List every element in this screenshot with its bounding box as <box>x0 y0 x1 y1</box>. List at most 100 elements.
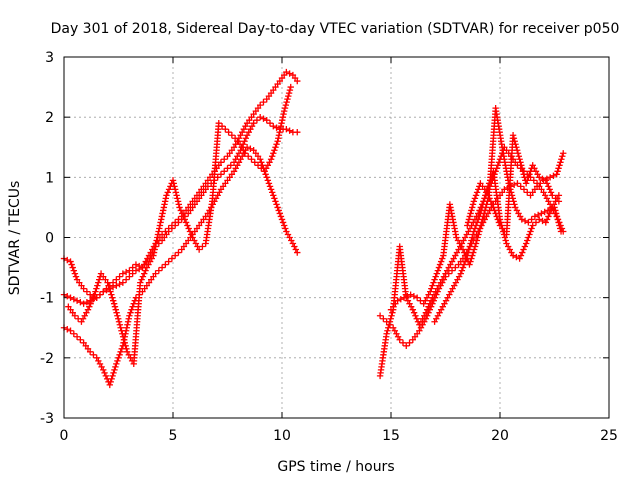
series-sat-b <box>60 113 301 307</box>
data-point <box>267 156 275 163</box>
data-point-interp <box>107 378 114 386</box>
data-point-interp <box>95 279 102 286</box>
data-point <box>483 189 491 196</box>
data-point-interp <box>251 159 258 166</box>
data-point-interp <box>426 300 434 307</box>
y-tick-label: 0 <box>45 231 54 247</box>
data-point-interp <box>185 225 192 232</box>
data-point-interp <box>156 225 163 232</box>
data-point-interp <box>541 208 548 216</box>
data-point-interp <box>123 324 130 331</box>
data-point <box>222 126 229 133</box>
data-point-interp <box>555 165 562 172</box>
data-point-interp <box>94 282 101 289</box>
data-point-interp <box>412 312 419 319</box>
data-point-interp <box>467 240 474 247</box>
series-sat-i <box>464 132 563 238</box>
data-point-interp <box>155 228 162 235</box>
data-point <box>110 300 118 307</box>
data-point-interp <box>273 201 280 208</box>
data-point-interp <box>64 326 71 333</box>
data-point-interp <box>466 213 473 220</box>
data-point-interp <box>105 282 112 289</box>
data-point-interp <box>279 113 287 121</box>
data-point-interp <box>92 288 99 295</box>
y-tick-label: -2 <box>40 351 54 367</box>
data-point-interp <box>518 162 525 169</box>
data-point-interp <box>171 183 178 190</box>
x-tick-label: 15 <box>382 428 400 444</box>
data-point <box>525 219 532 226</box>
data-point <box>113 282 120 289</box>
data-point-interp <box>423 306 431 313</box>
data-point <box>403 342 410 349</box>
data-point-interp <box>427 297 435 304</box>
data-point <box>152 270 159 277</box>
data-point <box>263 174 270 181</box>
data-point-interp <box>157 219 164 226</box>
data-point-interp <box>515 153 523 160</box>
data-point-interp <box>473 219 481 226</box>
data-point-interp <box>436 261 444 268</box>
data-point-interp <box>127 309 134 316</box>
data-point <box>113 360 120 368</box>
data-point <box>182 219 190 226</box>
data-point-interp <box>388 312 395 319</box>
data-point-interp <box>152 240 160 247</box>
data-point-interp <box>479 201 487 208</box>
data-point-interp <box>285 89 293 97</box>
data-point-interp <box>471 243 479 250</box>
data-point-interp <box>474 234 481 241</box>
data-point-interp <box>87 300 94 307</box>
data-point-interp <box>487 198 495 205</box>
data-point-interp <box>267 186 275 193</box>
data-point <box>407 291 414 298</box>
data-point-interp <box>274 204 281 211</box>
data-point <box>73 297 81 304</box>
data-point-interp <box>162 195 170 202</box>
data-point-interp <box>475 186 482 193</box>
data-point-interp <box>116 351 123 359</box>
data-point-interp <box>513 253 520 261</box>
data-point-interp <box>72 273 80 280</box>
data-point-interp <box>266 119 274 127</box>
data-point <box>119 270 127 277</box>
data-point <box>67 327 74 334</box>
y-tick-label: 2 <box>45 110 54 126</box>
data-point <box>520 186 528 193</box>
data-point-interp <box>554 168 561 175</box>
data-point-interp <box>116 321 124 328</box>
data-point-interp <box>268 189 276 196</box>
data-point-interp <box>493 213 500 220</box>
data-point <box>156 222 164 229</box>
data-point <box>549 192 556 199</box>
data-point-interp <box>495 219 503 226</box>
data-point <box>263 116 270 124</box>
data-point-interp <box>543 216 551 223</box>
data-point-interp <box>517 252 525 259</box>
data-point <box>100 366 107 374</box>
data-point-interp <box>283 98 290 106</box>
data-point <box>158 264 166 271</box>
data-point-interp <box>464 219 472 226</box>
data-point-interp <box>526 231 533 238</box>
data-point-interp <box>518 165 526 172</box>
data-point <box>557 228 565 235</box>
data-point <box>433 270 440 277</box>
data-point <box>204 183 212 190</box>
data-point-interp <box>96 291 104 298</box>
data-point-interp <box>397 295 405 303</box>
data-point <box>529 222 536 229</box>
data-point-interp <box>387 315 394 322</box>
data-point-interp <box>434 267 442 274</box>
data-point-interp <box>171 186 179 193</box>
data-point-interp <box>532 219 540 226</box>
data-point-interp <box>241 138 248 145</box>
data-point-interp <box>539 175 546 183</box>
data-point-interp <box>550 172 557 180</box>
data-point-interp <box>513 144 520 151</box>
data-point-interp <box>460 261 468 268</box>
data-point-interp <box>260 115 267 122</box>
data-point <box>413 294 421 301</box>
